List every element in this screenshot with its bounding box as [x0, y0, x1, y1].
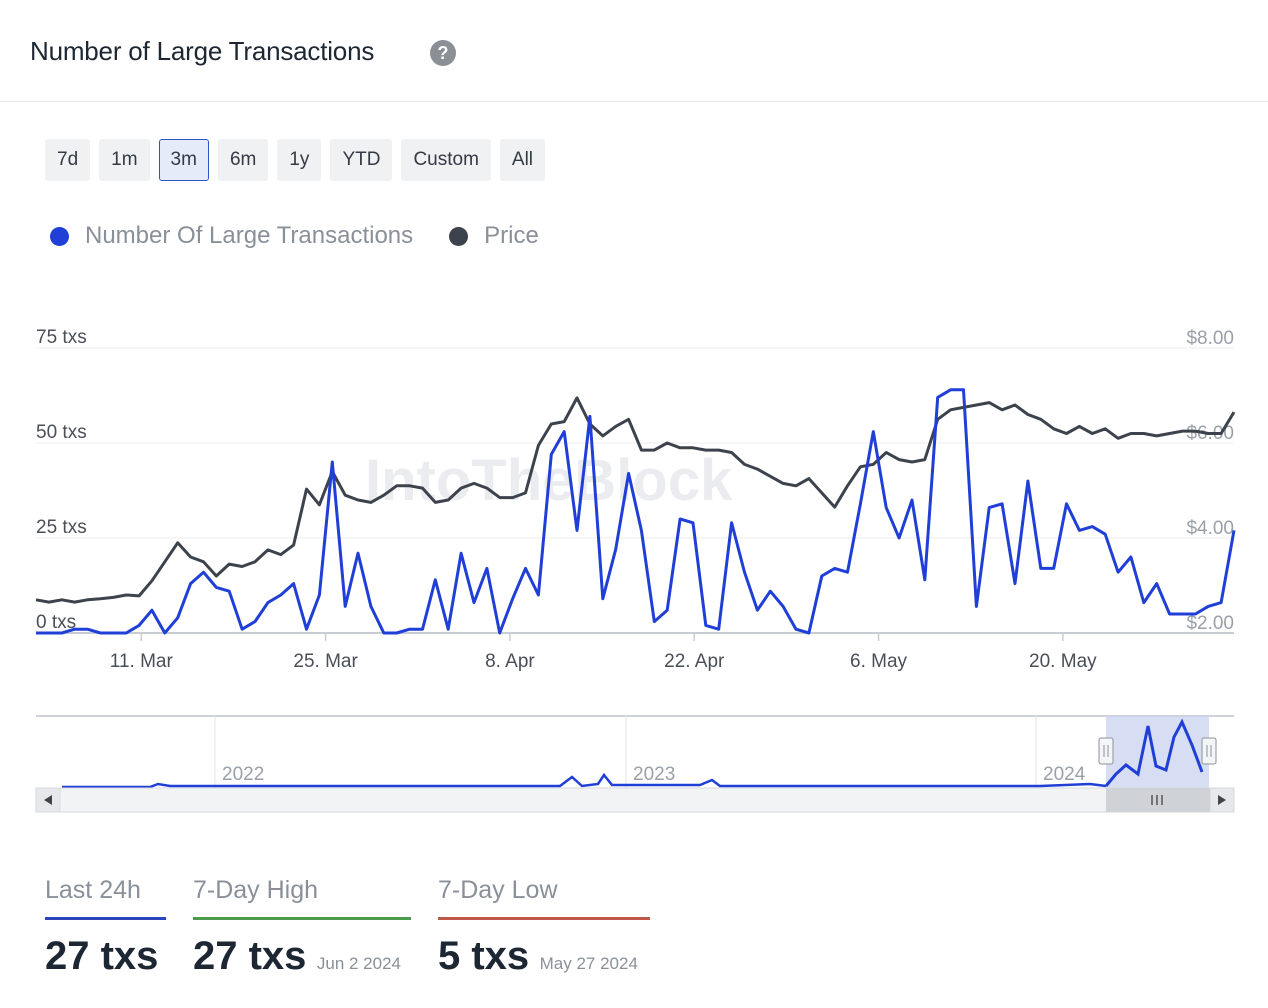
stat-7-day-low: 7-Day Low 5 txs May 27 2024	[438, 876, 650, 979]
stat-date: Jun 2 2024	[316, 954, 402, 973]
grip-icon	[1151, 795, 1163, 805]
stat-underline	[193, 917, 411, 920]
navigator-year-2024: 2024	[1043, 764, 1086, 785]
stat-value: 27 txs	[193, 934, 307, 978]
navigator-selected-series-line	[1104, 718, 1204, 787]
arrow-right-icon	[1218, 795, 1226, 805]
y-right-tick-label: $2.00	[1186, 613, 1234, 634]
arrow-left-icon	[44, 795, 52, 805]
range-button-1m[interactable]: 1m	[99, 139, 150, 181]
stat-label: Last 24h	[45, 876, 141, 904]
range-button-6m[interactable]: 6m	[217, 139, 269, 181]
x-tick-label: 20. May	[1029, 651, 1097, 672]
y-left-tick-label: 0 txs	[36, 612, 76, 633]
range-button-3m[interactable]: 3m	[158, 139, 209, 181]
y-left-tick-label: 25 txs	[36, 517, 87, 538]
x-tick-label: 25. Mar	[293, 651, 358, 672]
navigator-year-2023: 2023	[633, 764, 675, 785]
legend-dot-price	[449, 226, 469, 246]
legend-item-price[interactable]: Price	[449, 222, 539, 250]
x-tick-label: 6. May	[850, 651, 908, 672]
stat-value: 27 txs	[45, 934, 159, 978]
legend-item-transactions[interactable]: Number Of Large Transactions	[50, 222, 413, 250]
stat-underline	[45, 917, 166, 920]
time-range-selector: 7d 1m 3m 6m 1y YTD Custom All	[45, 139, 546, 181]
navigator[interactable]: 2022 2023 2024	[0, 700, 1268, 820]
y-right-tick-label: $8.00	[1186, 328, 1234, 349]
legend-label-price: Price	[484, 222, 539, 249]
legend-label-transactions: Number Of Large Transactions	[85, 222, 414, 249]
x-tick-label: 22. Apr	[664, 651, 725, 672]
range-button-1y[interactable]: 1y	[277, 139, 322, 181]
navigator-selection[interactable]	[1106, 716, 1209, 788]
stat-value: 5 txs	[438, 934, 530, 978]
navigator-handle-left[interactable]	[1098, 737, 1114, 765]
stat-label: 7-Day Low	[438, 876, 558, 904]
series-line-transactions	[36, 388, 1236, 635]
navigator-series-line	[62, 772, 1107, 789]
x-tick-label: 11. Mar	[110, 651, 174, 672]
x-tick-label: 8. Apr	[485, 651, 535, 672]
question-circle-icon[interactable]: ?	[430, 40, 456, 66]
navigator-scrollbar-track[interactable]	[35, 787, 1235, 813]
range-button-custom[interactable]: Custom	[401, 139, 491, 181]
stat-last-24h: Last 24h 27 txs	[45, 876, 166, 979]
y-left-tick-label: 50 txs	[36, 422, 87, 443]
y-left-tick-label: 75 txs	[36, 327, 87, 348]
page-title: Number of Large Transactions	[30, 36, 375, 66]
stat-7-day-high: 7-Day High 27 txs Jun 2 2024	[193, 876, 411, 979]
stat-date: May 27 2024	[539, 954, 638, 973]
chart-legend: Number Of Large Transactions Price	[50, 222, 575, 250]
stat-underline	[438, 917, 650, 920]
legend-dot-transactions	[50, 226, 69, 246]
chart-header: Number of Large Transactions ?	[0, 0, 1268, 102]
navigator-year-2022: 2022	[222, 764, 264, 785]
scroll-left-button[interactable]	[35, 787, 61, 813]
y-right-tick-label: $4.00	[1186, 518, 1234, 539]
series-line-price	[35, 396, 1236, 604]
stat-label: 7-Day High	[193, 876, 319, 904]
navigator-handle-right[interactable]	[1201, 737, 1217, 765]
navigator-scrollbar-thumb[interactable]	[1106, 788, 1210, 812]
range-button-ytd[interactable]: YTD	[330, 139, 393, 181]
range-button-7d[interactable]: 7d	[45, 139, 91, 181]
range-button-all[interactable]: All	[499, 139, 546, 181]
